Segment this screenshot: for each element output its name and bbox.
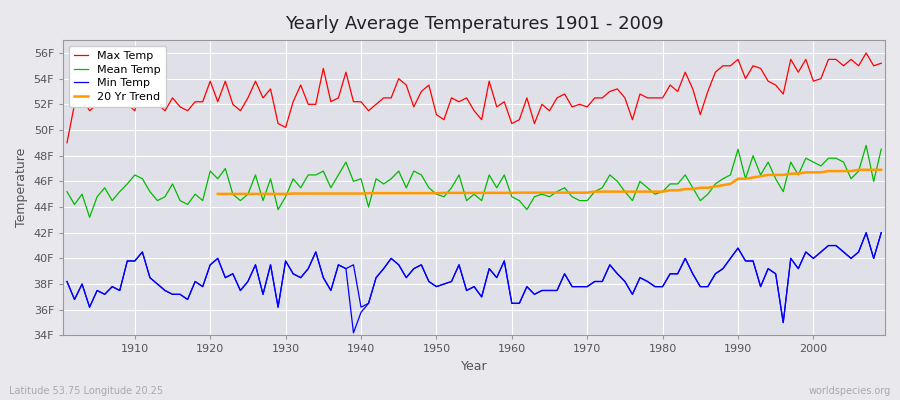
Line: Max Temp: Max Temp <box>67 53 881 143</box>
Mean Temp <box>295 185 306 190</box>
Legend: Max Temp, Mean Temp, Min Temp, 20 Yr Trend: Max Temp, Mean Temp, Min Temp, 20 Yr Tre… <box>68 46 166 107</box>
20 Yr Trend <box>280 192 291 196</box>
Min Temp <box>876 230 886 235</box>
Mean Temp <box>860 143 871 148</box>
Line: 20 Yr Trend: 20 Yr Trend <box>218 170 881 194</box>
Text: Latitude 53.75 Longitude 20.25: Latitude 53.75 Longitude 20.25 <box>9 386 163 396</box>
Min Temp <box>499 258 509 263</box>
Max Temp <box>860 50 871 55</box>
Max Temp <box>507 121 517 126</box>
Mean Temp <box>85 215 95 220</box>
Max Temp <box>876 61 886 66</box>
Max Temp <box>333 96 344 100</box>
Min Temp <box>778 320 788 325</box>
Min Temp <box>333 262 344 267</box>
20 Yr Trend <box>853 167 864 172</box>
20 Yr Trend <box>212 192 223 196</box>
Max Temp <box>61 140 72 145</box>
Line: Min Temp: Min Temp <box>67 233 881 322</box>
Mean Temp <box>876 147 886 152</box>
Mean Temp <box>130 172 140 177</box>
Mean Temp <box>340 160 351 164</box>
Min Temp <box>288 271 299 276</box>
20 Yr Trend <box>800 170 811 175</box>
X-axis label: Year: Year <box>461 360 488 373</box>
Line: Mean Temp: Mean Temp <box>67 145 881 217</box>
Min Temp <box>860 230 871 235</box>
Max Temp <box>122 102 132 107</box>
Min Temp <box>122 258 132 263</box>
Max Temp <box>288 99 299 104</box>
Text: worldspecies.org: worldspecies.org <box>809 386 891 396</box>
Mean Temp <box>507 194 517 199</box>
Min Temp <box>61 279 72 284</box>
Title: Yearly Average Temperatures 1901 - 2009: Yearly Average Temperatures 1901 - 2009 <box>284 15 663 33</box>
20 Yr Trend <box>552 190 562 195</box>
20 Yr Trend <box>469 190 480 195</box>
20 Yr Trend <box>295 191 306 196</box>
20 Yr Trend <box>348 191 359 196</box>
20 Yr Trend <box>876 167 886 172</box>
Mean Temp <box>61 189 72 194</box>
Mean Temp <box>514 198 525 203</box>
Min Temp <box>507 301 517 306</box>
Min Temp <box>597 279 608 284</box>
Max Temp <box>499 99 509 104</box>
Mean Temp <box>605 172 616 177</box>
Max Temp <box>597 96 608 100</box>
Y-axis label: Temperature: Temperature <box>15 148 28 228</box>
